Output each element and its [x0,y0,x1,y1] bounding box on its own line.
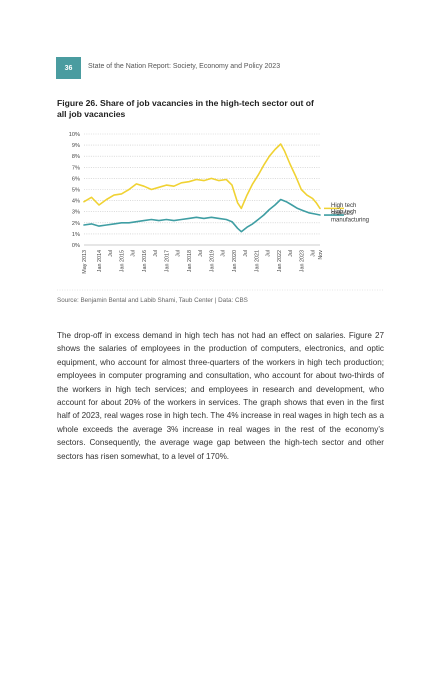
x-tick-label: Nov [318,250,324,260]
vacancy-share-chart: 0% 1% 2% 3% 4% 5% 6% 7% 8% 9% 10% May 2013 Jan 2014… [57,132,384,291]
x-tick-label: Jan 2022 [277,250,283,272]
x-tick-label: Jul [311,250,317,257]
legend-label-line: High tech [331,210,356,216]
legend-label-line: manufacturing [331,218,369,224]
x-tick-label: Jan 2020 [232,250,238,272]
x-tick-label: Jul [108,250,114,257]
y-tick-label: 5% [72,188,80,194]
legend-label-line: services [331,211,353,217]
x-tick-label: May 2013 [82,250,88,274]
x-tick-label: Jul [131,250,137,257]
figure-title: Figure 26. Share of job vacancies in the… [57,98,314,119]
chart-series [83,143,321,233]
x-axis-ticks: May 2013 Jan 2014 Jul Jan 2015 Jul Jan 2016 Ju… [82,250,324,274]
x-tick-label: Jan 2017 [164,250,170,272]
legend-label-1: High tech manufacturing [331,210,369,224]
x-tick-label: Jul [266,250,272,257]
x-tick-label: Jul [221,250,227,257]
y-tick-label: 6% [72,176,80,182]
chart-grid [84,133,320,246]
running-head: State of the Nation Report: Society, Eco… [88,63,281,70]
y-tick-label: 8% [72,154,80,160]
x-tick-label: Jan 2019 [209,250,215,272]
x-tick-label: Jan 2014 [97,250,103,272]
y-tick-label: 0% [72,243,80,249]
figure-source: Source: Benjamin Bental and Labib Shami,… [57,297,248,304]
body-paragraph: The drop-off in excess demand in high te… [57,331,384,461]
x-tick-label: Jan 2023 [299,250,305,272]
page-number-badge: 36 [56,57,81,79]
y-tick-label: 3% [72,210,80,216]
x-tick-label: Jul [176,250,182,257]
y-axis-ticks: 0% 1% 2% 3% 4% 5% 6% 7% 8% 9% 10% [69,132,80,249]
y-tick-label: 1% [72,232,80,238]
y-tick-label: 9% [72,143,80,149]
x-tick-label: Jan 2016 [142,250,148,272]
y-tick-label: 2% [72,221,80,227]
x-tick-label: Jan 2015 [119,250,125,272]
y-tick-label: 7% [72,165,80,171]
y-tick-label: 4% [72,199,80,205]
series-line-1 [83,198,321,233]
legend-label-line: High tech [331,203,356,209]
page-number: 36 [64,64,73,72]
x-tick-label: Jan 2018 [187,250,193,272]
y-tick-label: 10% [69,132,80,138]
x-tick-label: Jul [198,250,204,257]
x-tick-label: Jan 2021 [254,250,260,272]
series-line-0 [83,143,321,210]
x-tick-label: Jul [288,250,294,257]
x-tick-label: Jul [243,250,249,257]
legend-label-0: High tech services [331,203,356,217]
x-tick-label: Jul [153,250,159,257]
